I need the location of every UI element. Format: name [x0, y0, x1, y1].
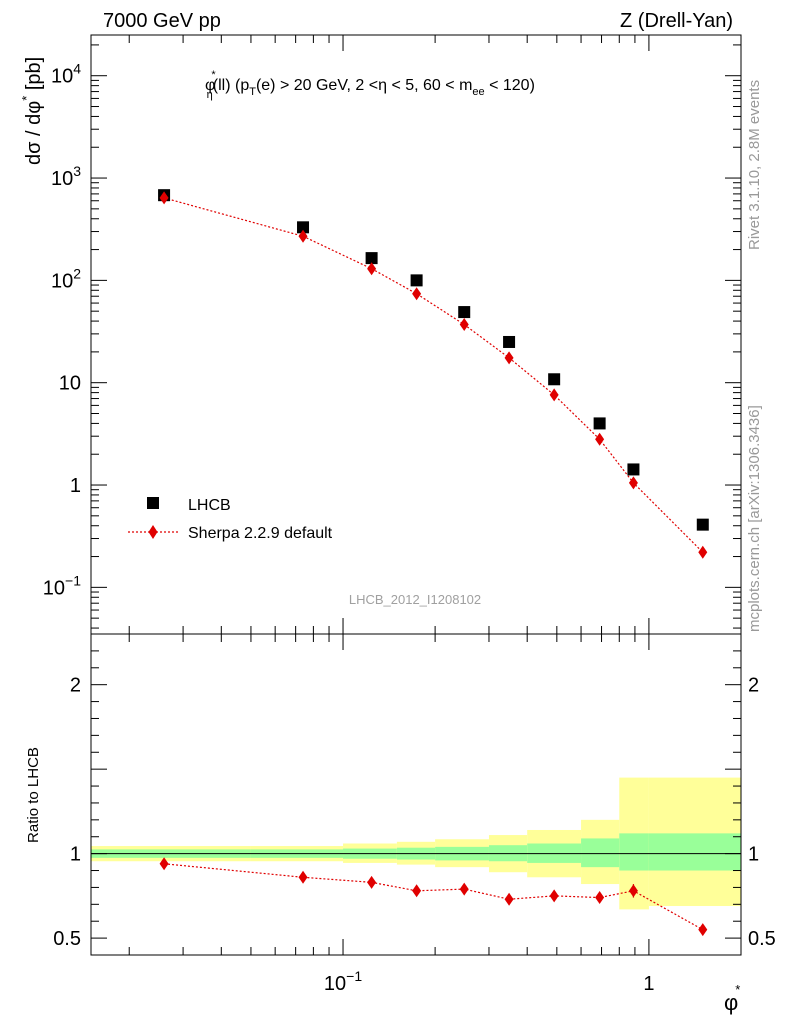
sherpa-point: [698, 545, 708, 559]
sherpa-point: [459, 318, 469, 332]
sherpa-point: [298, 229, 308, 243]
main-y-axis-label: dσ / dφ* [pb]: [19, 57, 45, 165]
y-tick-label-main: 10−1: [43, 572, 81, 599]
y-tick-label-ratio-right: 2: [748, 675, 759, 697]
sherpa-point: [504, 351, 514, 365]
rivet-version-label: Rivet 3.1.10, 2.8M events: [746, 79, 763, 250]
y-tick-label-main: 104: [51, 61, 81, 88]
sherpa-point: [549, 388, 559, 402]
lhcb-point: [297, 221, 310, 234]
sherpa-ratio-point: [298, 870, 308, 884]
analysis-id: LHCB_2012_I1208102: [349, 592, 481, 607]
sherpa-ratio-point: [367, 875, 377, 889]
sherpa-point: [159, 191, 169, 205]
ratio-panel-marks: [159, 857, 708, 937]
x-tick-label: 10−1: [324, 968, 362, 995]
legend-marker-sherpa: [148, 525, 158, 539]
ratio-panel-axes: 10−1 1 0.5 0.5 1 1 2 2: [53, 633, 776, 995]
x-axis-label: φ*: [724, 982, 740, 1015]
y-tick-label-ratio: 0.5: [53, 928, 81, 950]
band-inner: [619, 833, 649, 871]
mcplots-label: mcplots.cern.ch [arXiv:1306.3436]: [746, 405, 763, 632]
sherpa-ratio-point: [595, 891, 605, 905]
main-panel-marks: [158, 189, 709, 559]
ratio-y-axis-label: Ratio to LHCB: [25, 747, 42, 843]
legend-label-lhcb: LHCB: [188, 497, 231, 514]
sherpa-ratio-point: [628, 884, 638, 898]
lhcb-point: [696, 518, 709, 531]
sherpa-point: [367, 262, 377, 276]
y-tick-label-ratio-right: 1: [748, 844, 759, 866]
y-tick-label-main: 103: [51, 163, 81, 190]
sherpa-point: [595, 432, 605, 446]
lhcb-point: [503, 335, 516, 348]
legend-marker-lhcb: [147, 497, 159, 509]
sherpa-ratio-point: [504, 892, 514, 906]
sherpa-ratio-point: [159, 857, 169, 871]
process-label: Z (Drell-Yan): [620, 10, 733, 32]
band-inner: [648, 833, 741, 871]
lhcb-point: [410, 274, 423, 287]
y-tick-label-ratio-right: 0.5: [748, 928, 776, 950]
sherpa-point: [412, 287, 422, 301]
ratio-frame: [90, 633, 742, 956]
lhcb-point: [365, 252, 378, 265]
sherpa-line: [163, 197, 704, 553]
y-tick-label-ratio: 1: [70, 844, 81, 866]
energy-label: 7000 GeV pp: [103, 10, 221, 32]
sherpa-ratio-point: [459, 882, 469, 896]
sherpa-ratio-point: [698, 923, 708, 937]
legend: LHCB Sherpa 2.2.9 default: [128, 497, 333, 542]
y-tick-label-main: 10: [59, 373, 81, 395]
legend-label-sherpa: Sherpa 2.2.9 default: [188, 525, 333, 542]
lhcb-point: [458, 306, 471, 319]
lhcb-point: [548, 373, 561, 386]
main-panel-axes: 10−1 1 10 102 103 104: [43, 34, 742, 635]
y-tick-label-ratio: 2: [70, 675, 81, 697]
plot-title: φ* η(ll) (pT(e) > 20 GeV, 2 <η < 5, 60 < …: [205, 69, 535, 101]
y-tick-label-main: 102: [51, 265, 81, 292]
band-inner: [581, 838, 620, 868]
y-tick-label-main: 1: [70, 475, 81, 497]
sherpa-ratio-point: [549, 889, 559, 903]
lhcb-point: [593, 417, 606, 430]
sherpa-ratio-point: [412, 884, 422, 898]
main-frame: [90, 34, 742, 635]
sherpa-ratio-line: [164, 863, 704, 931]
lhcb-point: [627, 463, 640, 476]
sherpa-point: [628, 476, 638, 490]
x-tick-label: 1: [643, 973, 654, 995]
